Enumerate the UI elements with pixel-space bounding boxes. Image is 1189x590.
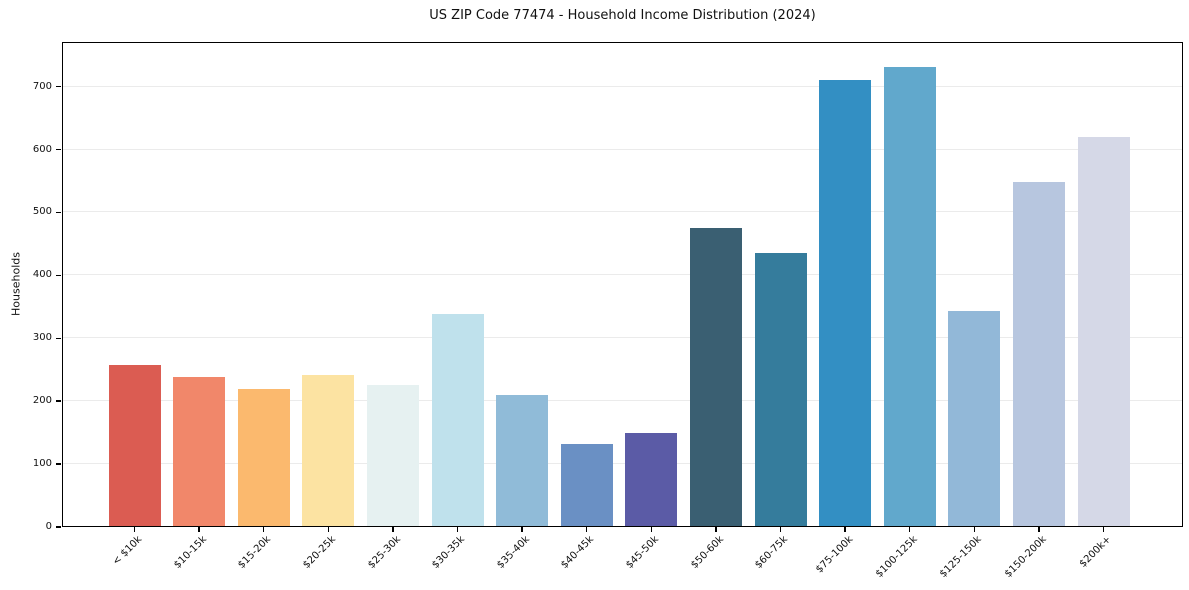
- y-tick-mark-100: [56, 463, 61, 465]
- gridline-500: [62, 211, 1183, 213]
- x-tick-label-10: $50-60k: [688, 534, 726, 571]
- x-tick-mark-5: [392, 527, 394, 532]
- bar-40-45k: [560, 443, 613, 527]
- bar-50-60k: [689, 228, 742, 527]
- y-tick-mark-500: [56, 211, 61, 214]
- x-tick-mark-2: [198, 527, 200, 532]
- x-tick-mark-7: [521, 527, 523, 532]
- x-tick-label-3: $15-20k: [236, 534, 274, 571]
- gridline-700: [62, 85, 1183, 87]
- gridline-200: [62, 400, 1183, 402]
- x-tick-mark-8: [586, 527, 588, 532]
- y-tick-mark-200: [56, 400, 61, 402]
- chart-title: US ZIP Code 77474 - Household Income Dis…: [429, 8, 816, 23]
- x-tick-label-15: $150-200k: [1002, 534, 1049, 580]
- y-tick-mark-600: [56, 148, 61, 151]
- x-tick-label-7: $35-40k: [494, 534, 532, 571]
- bar-30-35k: [431, 314, 484, 527]
- bar-10-15k: [173, 376, 226, 527]
- y-tick-label-700: 700: [32, 80, 52, 92]
- x-tick-mark-1: [133, 527, 136, 532]
- x-tick-label-9: $45-50k: [624, 534, 662, 571]
- bar-25-30k: [366, 384, 419, 527]
- y-tick-label-500: 500: [32, 206, 52, 218]
- gridline-400: [62, 274, 1183, 276]
- x-tick-mark-13: [909, 527, 911, 532]
- x-tick-label-2: $10-15k: [171, 534, 209, 571]
- y-tick-mark-0: [56, 526, 61, 528]
- bar-100-125k: [883, 67, 936, 527]
- y-tick-label-100: 100: [32, 458, 52, 470]
- gridline-100: [62, 463, 1183, 465]
- bar-75-100k: [819, 80, 872, 527]
- x-tick-mark-6: [456, 527, 459, 532]
- bar-35-40k: [496, 394, 549, 527]
- plot-area: [62, 42, 1183, 527]
- x-tick-label-5: $25-30k: [365, 534, 403, 571]
- y-tick-mark-700: [56, 85, 61, 88]
- x-tick-mark-9: [650, 527, 652, 532]
- bar-125-150k: [948, 310, 1001, 527]
- y-tick-mark-400: [56, 274, 61, 277]
- x-tick-label-12: $75-100k: [813, 534, 855, 576]
- x-tick-mark-3: [263, 527, 265, 532]
- bar-60-75k: [754, 253, 807, 527]
- y-tick-mark-300: [56, 337, 61, 339]
- bar-15-20k: [237, 388, 290, 527]
- y-tick-label-300: 300: [32, 332, 52, 344]
- bar-150-200k: [1012, 182, 1065, 527]
- bar-10k: [108, 364, 161, 527]
- x-tick-label-14: $125-150k: [938, 534, 985, 580]
- x-tick-mark-12: [844, 527, 846, 532]
- x-tick-label-4: $20-25k: [301, 534, 339, 571]
- x-tick-label-13: $100-125k: [873, 534, 920, 580]
- x-tick-mark-16: [1102, 527, 1105, 532]
- x-tick-label-8: $40-45k: [559, 534, 597, 571]
- y-tick-label-0: 0: [45, 521, 52, 532]
- gridline-300: [62, 337, 1183, 339]
- x-tick-mark-10: [715, 527, 717, 532]
- y-tick-label-400: 400: [32, 269, 52, 281]
- x-tick-mark-4: [327, 527, 329, 532]
- x-tick-mark-11: [779, 527, 782, 532]
- x-tick-label-16: $200k+: [1077, 534, 1114, 570]
- gridline-600: [62, 148, 1183, 150]
- bar-200k: [1077, 137, 1130, 527]
- y-tick-label-200: 200: [32, 395, 52, 407]
- x-tick-label-1: < $10k: [110, 534, 145, 568]
- bar-45-50k: [625, 432, 678, 527]
- x-tick-mark-14: [973, 527, 975, 532]
- x-tick-mark-15: [1038, 527, 1040, 532]
- y-axis-label: Households: [9, 252, 23, 316]
- x-tick-label-11: $60-75k: [753, 534, 791, 571]
- y-tick-label-600: 600: [32, 143, 52, 155]
- bar-20-25k: [302, 374, 355, 527]
- x-tick-label-6: $30-35k: [430, 534, 468, 571]
